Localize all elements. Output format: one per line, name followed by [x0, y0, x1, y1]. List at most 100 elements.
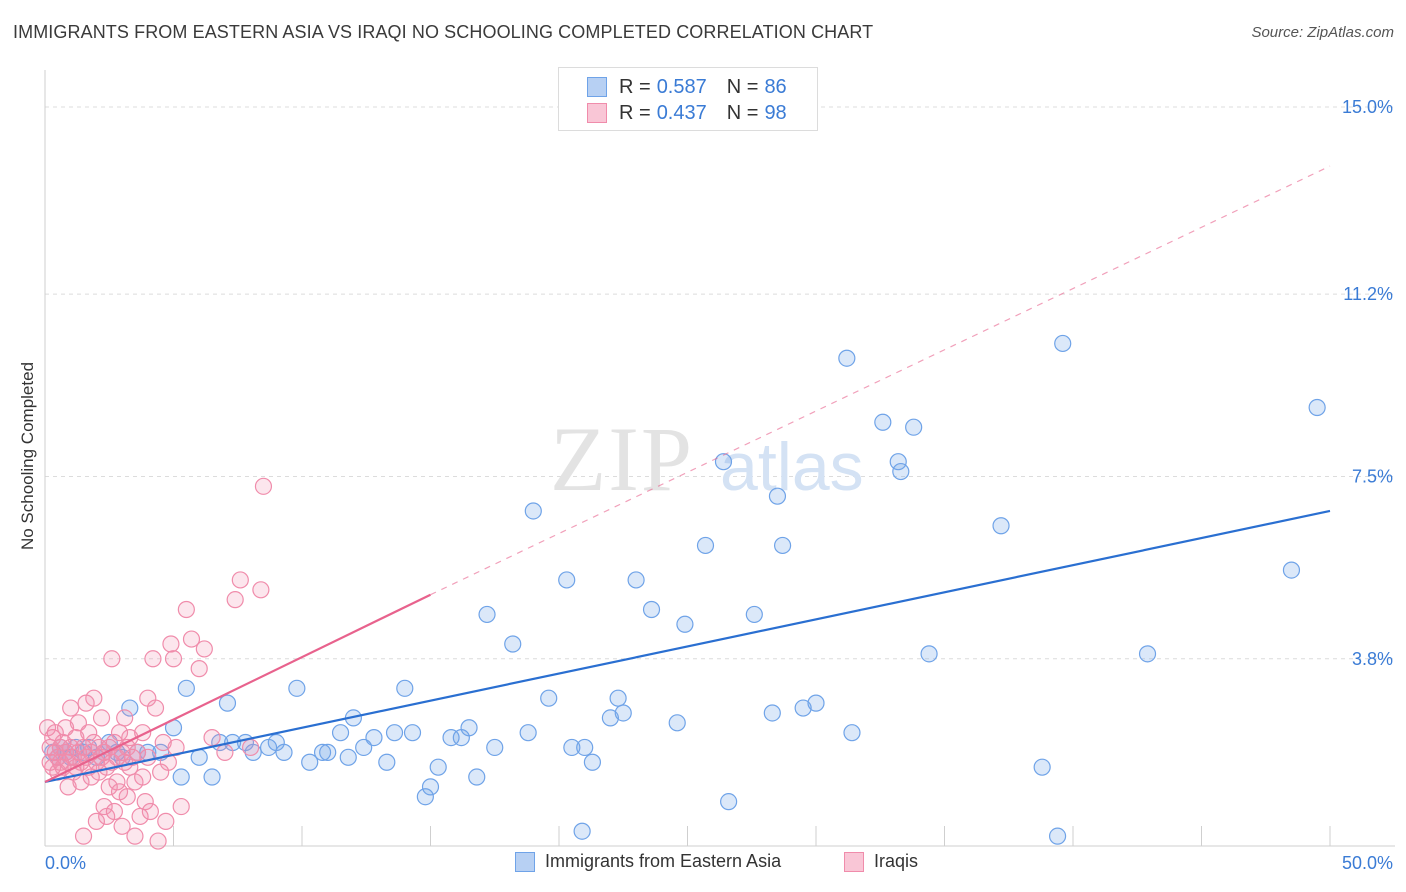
data-point-eastern-asia [218, 694, 237, 712]
data-point-iraqis [254, 477, 273, 495]
data-point-iraqis [157, 812, 175, 830]
data-point-eastern-asia [504, 635, 522, 653]
bottom-legend-swatch-blue [515, 851, 535, 872]
data-point-eastern-asia [576, 738, 594, 757]
data-point-eastern-asia [177, 679, 195, 697]
data-point-eastern-asia [874, 413, 892, 431]
trendline-eastern-asia [44, 509, 1331, 784]
data-point-iraqis [95, 797, 113, 816]
data-point-eastern-asia [365, 729, 383, 747]
bottom-legend-label: Iraqis [874, 851, 919, 871]
data-point-iraqis [128, 743, 147, 761]
data-point-eastern-asia [403, 724, 422, 742]
data-point-iraqis [87, 812, 106, 830]
data-point-eastern-asia [627, 571, 645, 589]
data-point-eastern-asia [244, 743, 262, 761]
y-tick-label: 15.0% [1342, 97, 1393, 117]
watermark-atlas: atlas [720, 429, 864, 505]
data-point-eastern-asia [460, 719, 478, 737]
data-point-eastern-asia [720, 793, 738, 811]
data-point-iraqis [242, 738, 260, 757]
data-point-iraqis [134, 768, 152, 786]
data-point-eastern-asia [773, 536, 792, 555]
legend-row-iraqis: R = 0.437 N = 98 [587, 101, 787, 125]
data-point-eastern-asia [563, 738, 581, 757]
bottom-legend-label: Immigrants from Eastern Asia [545, 851, 782, 871]
legend-swatch-pink [587, 103, 607, 123]
data-point-iraqis [126, 827, 144, 845]
data-point-eastern-asia [478, 605, 496, 624]
data-point-eastern-asia [396, 679, 414, 697]
data-point-iraqis [159, 753, 177, 771]
data-point-iraqis [190, 660, 208, 678]
data-point-eastern-asia [275, 743, 293, 761]
data-point-eastern-asia [1054, 334, 1072, 353]
data-point-iraqis [80, 724, 98, 742]
data-point-eastern-asia [339, 748, 357, 766]
data-point-eastern-asia [583, 753, 602, 771]
data-point-iraqis [195, 640, 213, 658]
tick-labels: 3.8% 7.5% 11.2% 15.0% 0.0% 50.0% [45, 97, 1393, 873]
trendline-iraqis-extrapolated [430, 165, 1331, 596]
data-point-eastern-asia [905, 418, 923, 436]
data-point-iraqis [74, 827, 93, 845]
data-point-eastern-asia [172, 768, 190, 786]
data-point-eastern-asia [421, 778, 440, 796]
legend-n-label: N = [726, 75, 759, 98]
legend-r-value: 0.587 [656, 75, 707, 98]
data-point-iraqis [144, 650, 162, 668]
data-point-iraqis [116, 709, 134, 727]
legend-row-eastern-asia: R = 0.587 N = 86 [587, 75, 787, 99]
data-point-eastern-asia [609, 689, 627, 707]
data-point-eastern-asia [288, 679, 306, 697]
legend: R = 0.587 N = 86 R = 0.437 N = 98 [558, 67, 818, 131]
data-point-eastern-asia [1033, 758, 1051, 776]
series-eastern-asia-points [44, 334, 1326, 845]
trendline-iraqis [44, 593, 431, 783]
y-tick-label: 3.8% [1352, 649, 1393, 669]
data-point-eastern-asia [920, 645, 938, 663]
data-point-eastern-asia [676, 615, 694, 633]
data-point-iraqis [177, 600, 195, 619]
data-point-eastern-asia [838, 349, 856, 367]
data-point-eastern-asia [696, 536, 715, 555]
data-point-eastern-asia [892, 462, 910, 481]
data-point-iraqis [146, 699, 165, 717]
legend-r-value: 0.437 [656, 101, 707, 124]
watermark-zip: ZIP [550, 408, 694, 510]
series-iraqis-points [38, 477, 273, 850]
data-point-eastern-asia [1048, 827, 1067, 845]
data-point-iraqis [105, 802, 123, 821]
data-point-eastern-asia [416, 788, 434, 806]
data-point-iraqis [182, 630, 201, 648]
data-point-eastern-asia [614, 704, 632, 722]
data-point-iraqis [85, 689, 103, 707]
y-tick-label: 11.2% [1343, 284, 1393, 304]
data-point-iraqis [62, 699, 80, 717]
data-point-eastern-asia [992, 517, 1010, 535]
data-point-eastern-asia [540, 689, 558, 707]
x-tick-label: 50.0% [1342, 853, 1393, 873]
data-point-eastern-asia [121, 699, 139, 717]
legend-swatch-blue [587, 77, 607, 97]
data-point-eastern-asia [794, 699, 812, 717]
data-point-eastern-asia [468, 768, 486, 786]
data-point-iraqis [164, 650, 183, 668]
data-point-eastern-asia [642, 600, 661, 619]
data-point-eastern-asia [668, 714, 686, 732]
data-point-eastern-asia [889, 453, 907, 471]
data-point-iraqis [103, 650, 121, 668]
data-point-eastern-asia [768, 487, 787, 505]
data-point-eastern-asia [1308, 398, 1326, 417]
data-point-eastern-asia [763, 704, 781, 722]
legend-n-value: 86 [764, 75, 787, 98]
data-point-eastern-asia [378, 753, 396, 771]
data-point-eastern-asia [601, 709, 620, 727]
data-point-iraqis [252, 581, 270, 599]
data-point-eastern-asia [558, 571, 576, 589]
data-point-eastern-asia [714, 453, 733, 471]
data-point-eastern-asia [331, 724, 350, 742]
data-point-iraqis [113, 817, 131, 835]
legend-n-value: 98 [764, 101, 787, 124]
